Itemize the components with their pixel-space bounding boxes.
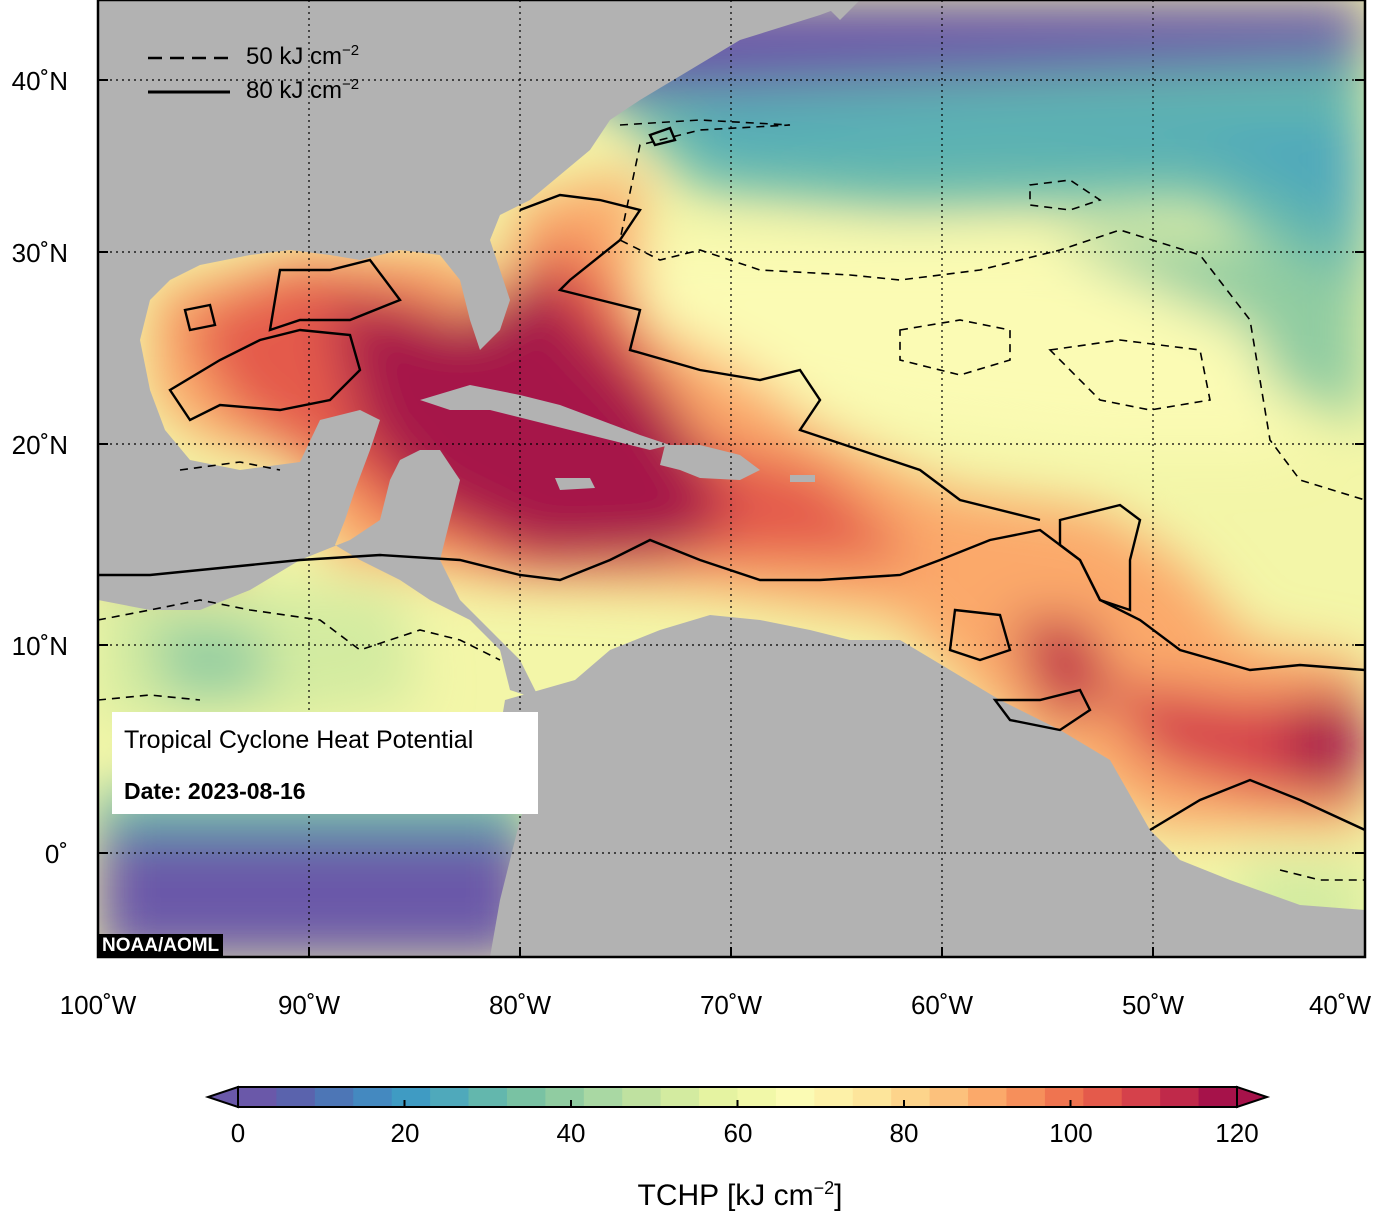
colorbar-title: TCHP [kJ cm−2] bbox=[637, 1178, 843, 1212]
colorbar-over-arrow bbox=[1236, 1085, 1271, 1109]
colorbar-swatch bbox=[968, 1087, 1007, 1107]
axis-ticks bbox=[98, 79, 1365, 957]
colorbar-swatch bbox=[1121, 1087, 1161, 1107]
colorbar-swatch bbox=[506, 1087, 546, 1107]
map-date: Date: 2023-08-16 bbox=[124, 778, 306, 804]
colorbar-tick-80: 80 bbox=[889, 1118, 919, 1148]
colorbar-swatch bbox=[314, 1087, 354, 1107]
lon-label-100w: 100˚W bbox=[59, 990, 137, 1020]
colorbar-swatch bbox=[1160, 1087, 1200, 1107]
lon-label-90w: 90˚W bbox=[277, 990, 341, 1020]
colorbar-swatch bbox=[583, 1087, 623, 1107]
colorbar-swatch bbox=[737, 1087, 777, 1107]
colorbar-swatch bbox=[545, 1087, 585, 1107]
colorbar-swatch bbox=[775, 1087, 815, 1107]
ocean-field bbox=[98, 0, 1365, 957]
colorbar-swatch bbox=[814, 1087, 854, 1107]
colorbar-under-arrow bbox=[204, 1085, 239, 1109]
lon-label-70w: 70˚W bbox=[699, 990, 763, 1020]
colorbar-swatch bbox=[1198, 1087, 1238, 1107]
colorbar-tick-20: 20 bbox=[390, 1118, 420, 1148]
land bbox=[98, 0, 1365, 957]
colorbar-tick-0: 0 bbox=[230, 1118, 246, 1148]
colorbar-swatch bbox=[276, 1087, 316, 1107]
colorbar-swatch bbox=[353, 1087, 393, 1107]
colorbar-swatch bbox=[699, 1087, 738, 1107]
colorbar-swatch bbox=[622, 1087, 662, 1107]
legend-solid-label: 80 kJ cm−2 bbox=[246, 76, 360, 104]
colorbar-swatch bbox=[468, 1087, 508, 1107]
map-title: Tropical Cyclone Heat Potential bbox=[124, 726, 474, 754]
colorbar-swatch bbox=[238, 1087, 277, 1107]
colorbar-tick-100: 100 bbox=[1049, 1118, 1093, 1148]
info-box: Tropical Cyclone Heat Potential Date: 20… bbox=[112, 712, 538, 814]
colorbar-swatch bbox=[929, 1087, 969, 1107]
lon-label-50w: 50˚W bbox=[1121, 990, 1185, 1020]
lon-label-40w: 40˚W bbox=[1308, 990, 1372, 1020]
colorbar-swatch bbox=[891, 1087, 931, 1107]
contour-50 bbox=[98, 119, 1365, 881]
graticule bbox=[98, 0, 1365, 957]
colorbar-swatch bbox=[1044, 1087, 1084, 1107]
colorbar-swatch bbox=[852, 1087, 892, 1107]
credit-badge: NOAA/AOML bbox=[98, 934, 224, 958]
legend-dashed-label: 50 kJ cm−2 bbox=[246, 42, 360, 70]
lat-label-20n: 20˚N bbox=[11, 430, 68, 460]
lon-label-60w: 60˚W bbox=[910, 990, 974, 1020]
lat-label-0: 0˚ bbox=[44, 839, 68, 869]
lat-label-10n: 10˚N bbox=[11, 631, 68, 661]
lat-label-40n: 40˚N bbox=[11, 66, 68, 96]
colorbar-swatch bbox=[391, 1087, 431, 1107]
colorbar-tick-40: 40 bbox=[556, 1118, 586, 1148]
colorbar-swatch bbox=[1083, 1087, 1123, 1107]
contour-80 bbox=[98, 126, 1365, 832]
colorbar-swatch bbox=[1006, 1087, 1046, 1107]
colorbar-tick-120: 120 bbox=[1215, 1118, 1259, 1148]
colorbar-tick-60: 60 bbox=[723, 1118, 753, 1148]
colorbar-swatch bbox=[430, 1087, 470, 1107]
lon-label-80w: 80˚W bbox=[488, 990, 552, 1020]
colorbar bbox=[204, 1085, 1271, 1109]
lat-label-30n: 30˚N bbox=[11, 238, 68, 268]
colorbar-swatch bbox=[660, 1087, 700, 1107]
